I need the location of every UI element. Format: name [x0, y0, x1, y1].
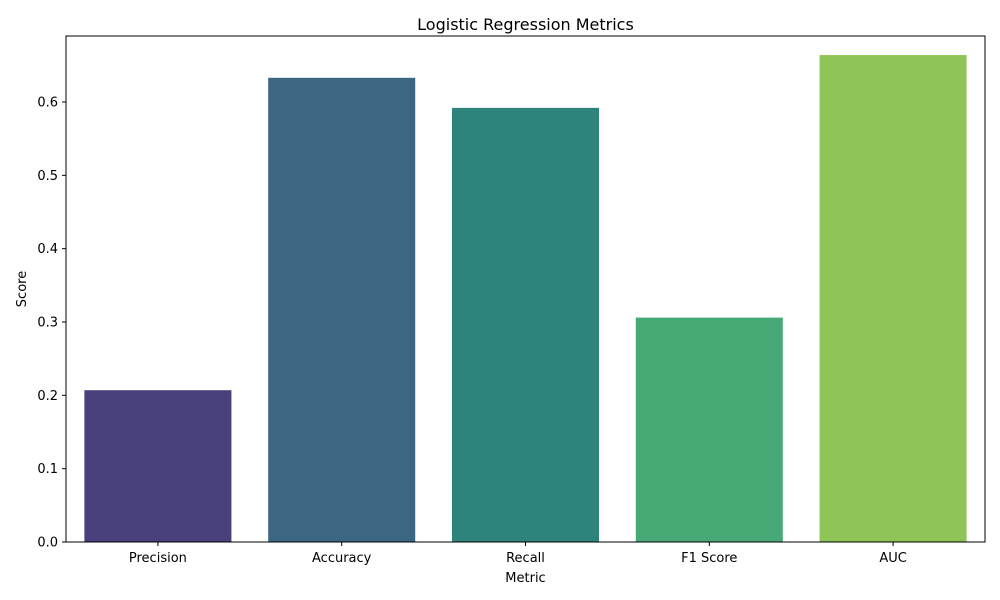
bar-accuracy: [268, 77, 416, 543]
bars-group: [84, 55, 967, 543]
x-tick-label: F1 Score: [681, 551, 737, 566]
y-tick-label: 0.0: [37, 536, 58, 551]
x-axis-label: Metric: [505, 571, 545, 586]
y-tick-label: 0.1: [37, 462, 58, 477]
x-axis: Precision Accuracy Recall F1 Score AUC: [129, 542, 907, 566]
x-tick-label: Recall: [506, 551, 545, 566]
bar-recall: [451, 107, 600, 543]
y-tick-label: 0.6: [37, 96, 58, 111]
y-axis: 0.0 0.1 0.2 0.3 0.4 0.5 0.6: [37, 96, 66, 551]
x-tick-label: Precision: [129, 551, 187, 566]
chart-title: Logistic Regression Metrics: [417, 15, 634, 34]
y-tick-label: 0.4: [37, 242, 58, 257]
y-axis-label: Score: [15, 271, 30, 307]
bar-precision: [84, 390, 232, 542]
y-tick-label: 0.2: [37, 389, 58, 404]
y-tick-label: 0.5: [37, 169, 58, 184]
bar-auc: [819, 55, 967, 542]
plot-frame: [65, 35, 986, 543]
x-tick-label: AUC: [879, 551, 907, 566]
x-tick-label: Accuracy: [312, 551, 372, 566]
bar-f1-score: [635, 317, 783, 542]
y-tick-label: 0.3: [37, 316, 58, 331]
